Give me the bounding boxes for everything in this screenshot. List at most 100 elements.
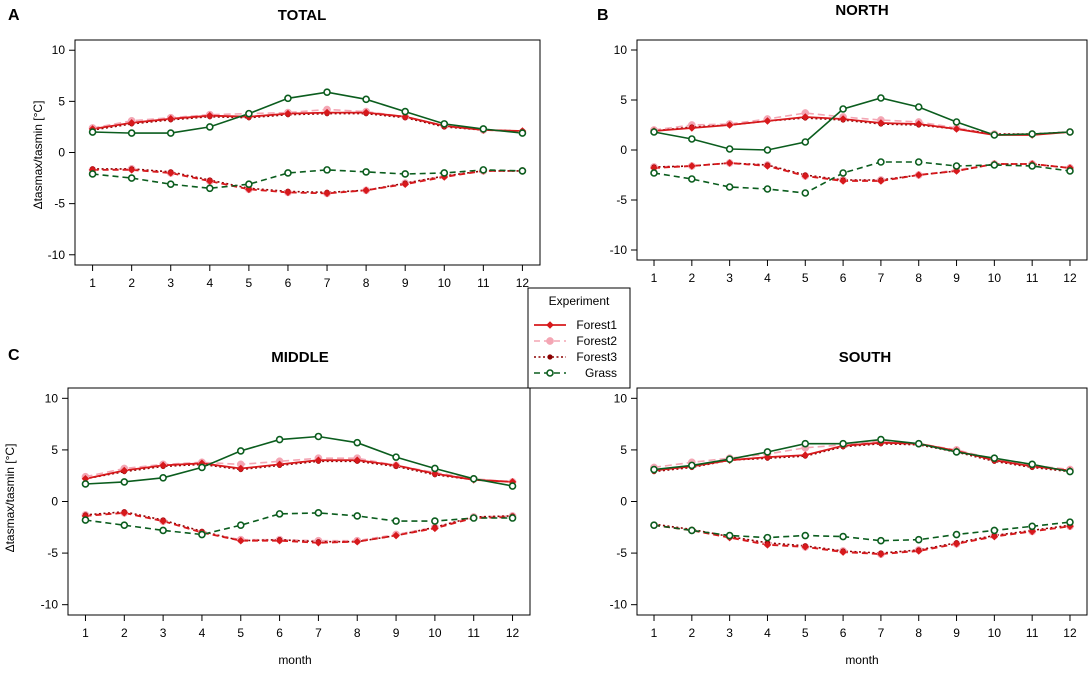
panel-a-point-grass-tasmax bbox=[166, 129, 175, 137]
panel-c-line-forest3-tasmax bbox=[85, 460, 513, 483]
panel-b-point-grass-tasmin bbox=[914, 158, 923, 166]
panel-b-point-grass-tasmax bbox=[877, 94, 885, 102]
panel-a-line-grass-tasmax bbox=[92, 91, 523, 134]
panel-c-xtick-label: 7 bbox=[315, 626, 322, 640]
panel-b-point-forest1-tasmin bbox=[877, 177, 885, 185]
panel-a-point-forest1-tasmin bbox=[284, 188, 292, 197]
panel-a-xtick-label: 6 bbox=[285, 276, 292, 290]
legend-grass-marker bbox=[546, 369, 554, 377]
panel-b-point-grass-tasmin bbox=[763, 185, 772, 193]
panel-d-point-grass-tasmax bbox=[763, 448, 772, 456]
panel-c-point-grass-tasmax bbox=[236, 447, 245, 455]
panel-d-line-grass-tasmax bbox=[653, 438, 1071, 473]
panel-b-point-forest1-tasmax bbox=[688, 124, 696, 132]
panel-d-xtick-label: 11 bbox=[1026, 626, 1039, 640]
panel-c-xtick-label: 12 bbox=[506, 626, 520, 640]
panel-d-xtick-label: 5 bbox=[802, 626, 809, 640]
panel-d-point-forest1-tasmin bbox=[801, 543, 810, 551]
panel-c-point-grass-tasmax bbox=[198, 463, 206, 472]
panel-b-xtick-label: 5 bbox=[802, 271, 809, 285]
panel-b-point-forest1-tasmax bbox=[725, 121, 734, 129]
legend-entry-forest1: Forest1 bbox=[534, 318, 617, 332]
panel-a-point-forest1-tasmin bbox=[362, 186, 370, 195]
panel-b-title: NORTH bbox=[835, 2, 888, 19]
panel-b-xtick-label: 12 bbox=[1063, 271, 1077, 285]
panel-c-title: MIDDLE bbox=[271, 349, 329, 366]
panel-a-line-forest1-tasmin bbox=[92, 168, 523, 195]
panel-a-ytick-label: -5 bbox=[54, 197, 65, 211]
panel-d-title: SOUTH bbox=[839, 349, 892, 366]
panel-c-ytick-label: -5 bbox=[47, 546, 58, 560]
panel-b-point-grass-tasmax bbox=[725, 145, 734, 153]
panel-b-point-forest1-tasmax bbox=[839, 115, 847, 123]
panel-a-ytick-label: 5 bbox=[58, 94, 65, 108]
panel-a-point-forest1-tasmax bbox=[362, 108, 370, 117]
panel-c-ytick-label: 10 bbox=[45, 391, 59, 405]
panel-d-point-forest1-tasmax bbox=[801, 451, 810, 459]
panel-d-point-forest1-tasmax bbox=[763, 453, 772, 461]
panel-b-point-grass-tasmin bbox=[839, 169, 847, 177]
panel-a-point-grass-tasmax bbox=[88, 128, 97, 136]
panel-c-ytick-label: 0 bbox=[51, 495, 58, 509]
panel-c-point-grass-tasmax bbox=[120, 478, 129, 486]
panel-d-point-grass-tasmax bbox=[990, 454, 999, 462]
panel-c-point-grass-tasmax bbox=[431, 464, 439, 473]
panel-c-point-grass-tasmin bbox=[81, 516, 90, 524]
panel-a-point-forest1-tasmin bbox=[323, 189, 331, 198]
panel-b-point-grass-tasmin bbox=[801, 189, 810, 197]
panel-d-line-forest3-tasmax bbox=[653, 442, 1071, 473]
panel-d-point-forest1-tasmin bbox=[990, 532, 999, 541]
panel-b-xtick-label: 10 bbox=[988, 271, 1002, 285]
legend-title: Experiment bbox=[549, 294, 610, 308]
legend-entry-forest2: Forest2 bbox=[534, 334, 617, 348]
panel-b-point-grass-tasmax bbox=[763, 146, 772, 154]
panel-d-point-grass-tasmax bbox=[914, 439, 923, 448]
panel-b-xtick-label: 4 bbox=[764, 271, 771, 285]
panel-b-point-grass-tasmin bbox=[725, 183, 734, 191]
panel-d-point-grass-tasmin bbox=[650, 521, 658, 530]
panel-c-point-forest1-tasmin bbox=[120, 509, 129, 517]
panel-c-xtick-label: 10 bbox=[428, 626, 442, 640]
panel-d-xtick-label: 4 bbox=[764, 626, 771, 640]
panel-d-ytick-label: -10 bbox=[610, 598, 628, 612]
panel-d-point-grass-tasmin bbox=[725, 531, 734, 540]
panel-c-xlabel: month bbox=[278, 653, 311, 667]
panel-b-xtick-label: 3 bbox=[726, 271, 733, 285]
panel-b-point-grass-tasmax bbox=[1066, 128, 1074, 136]
panel-c-xtick-label: 9 bbox=[393, 626, 400, 640]
panel-c-point-grass-tasmin bbox=[431, 517, 439, 525]
panel-b-point-forest1-tasmax bbox=[877, 119, 885, 127]
panel-d-point-forest1-tasmin bbox=[952, 540, 961, 548]
panel-c-point-forest1-tasmin bbox=[159, 517, 167, 525]
panel-d-point-grass-tasmin bbox=[839, 532, 847, 541]
panel-b-point-forest1-tasmin bbox=[914, 171, 923, 179]
panel-c-point-grass-tasmax bbox=[508, 482, 517, 490]
panel-a-line-forest2-tasmax bbox=[92, 108, 523, 133]
panel-d-point-grass-tasmax bbox=[1066, 467, 1074, 476]
panel-a-point-forest1-tasmin bbox=[245, 185, 253, 194]
panel-b-ytick-label: -10 bbox=[610, 243, 628, 257]
panel-b-point-grass-tasmin bbox=[952, 162, 961, 170]
panel-d-ytick-label: -5 bbox=[616, 546, 627, 560]
panel-a-point-forest1-tasmax bbox=[166, 114, 175, 123]
panel-c-line-forest3-tasmin bbox=[85, 510, 513, 543]
panel-c-point-forest1-tasmin bbox=[236, 536, 245, 545]
panel-a-point-grass-tasmin bbox=[440, 169, 449, 177]
panel-d-xtick-label: 2 bbox=[688, 626, 695, 640]
panel-d-ytick-label: 5 bbox=[620, 443, 627, 457]
panel-a-point-forest1-tasmin bbox=[166, 169, 175, 177]
panel-a-ytick-label: -10 bbox=[48, 248, 66, 262]
panel-c-line-forest1-tasmin bbox=[85, 511, 513, 544]
panel-a-point-grass-tasmin bbox=[127, 174, 136, 182]
panel-c-point-grass-tasmin bbox=[120, 521, 129, 530]
panel-b-point-grass-tasmax bbox=[990, 131, 999, 139]
panel-a-point-grass-tasmin bbox=[323, 166, 331, 174]
panel-b-point-grass-tasmax bbox=[914, 103, 923, 111]
panel-d-point-grass-tasmin bbox=[914, 535, 923, 544]
panel-a-point-grass-tasmin bbox=[479, 166, 488, 174]
panel-d-point-forest1-tasmin bbox=[914, 547, 923, 555]
